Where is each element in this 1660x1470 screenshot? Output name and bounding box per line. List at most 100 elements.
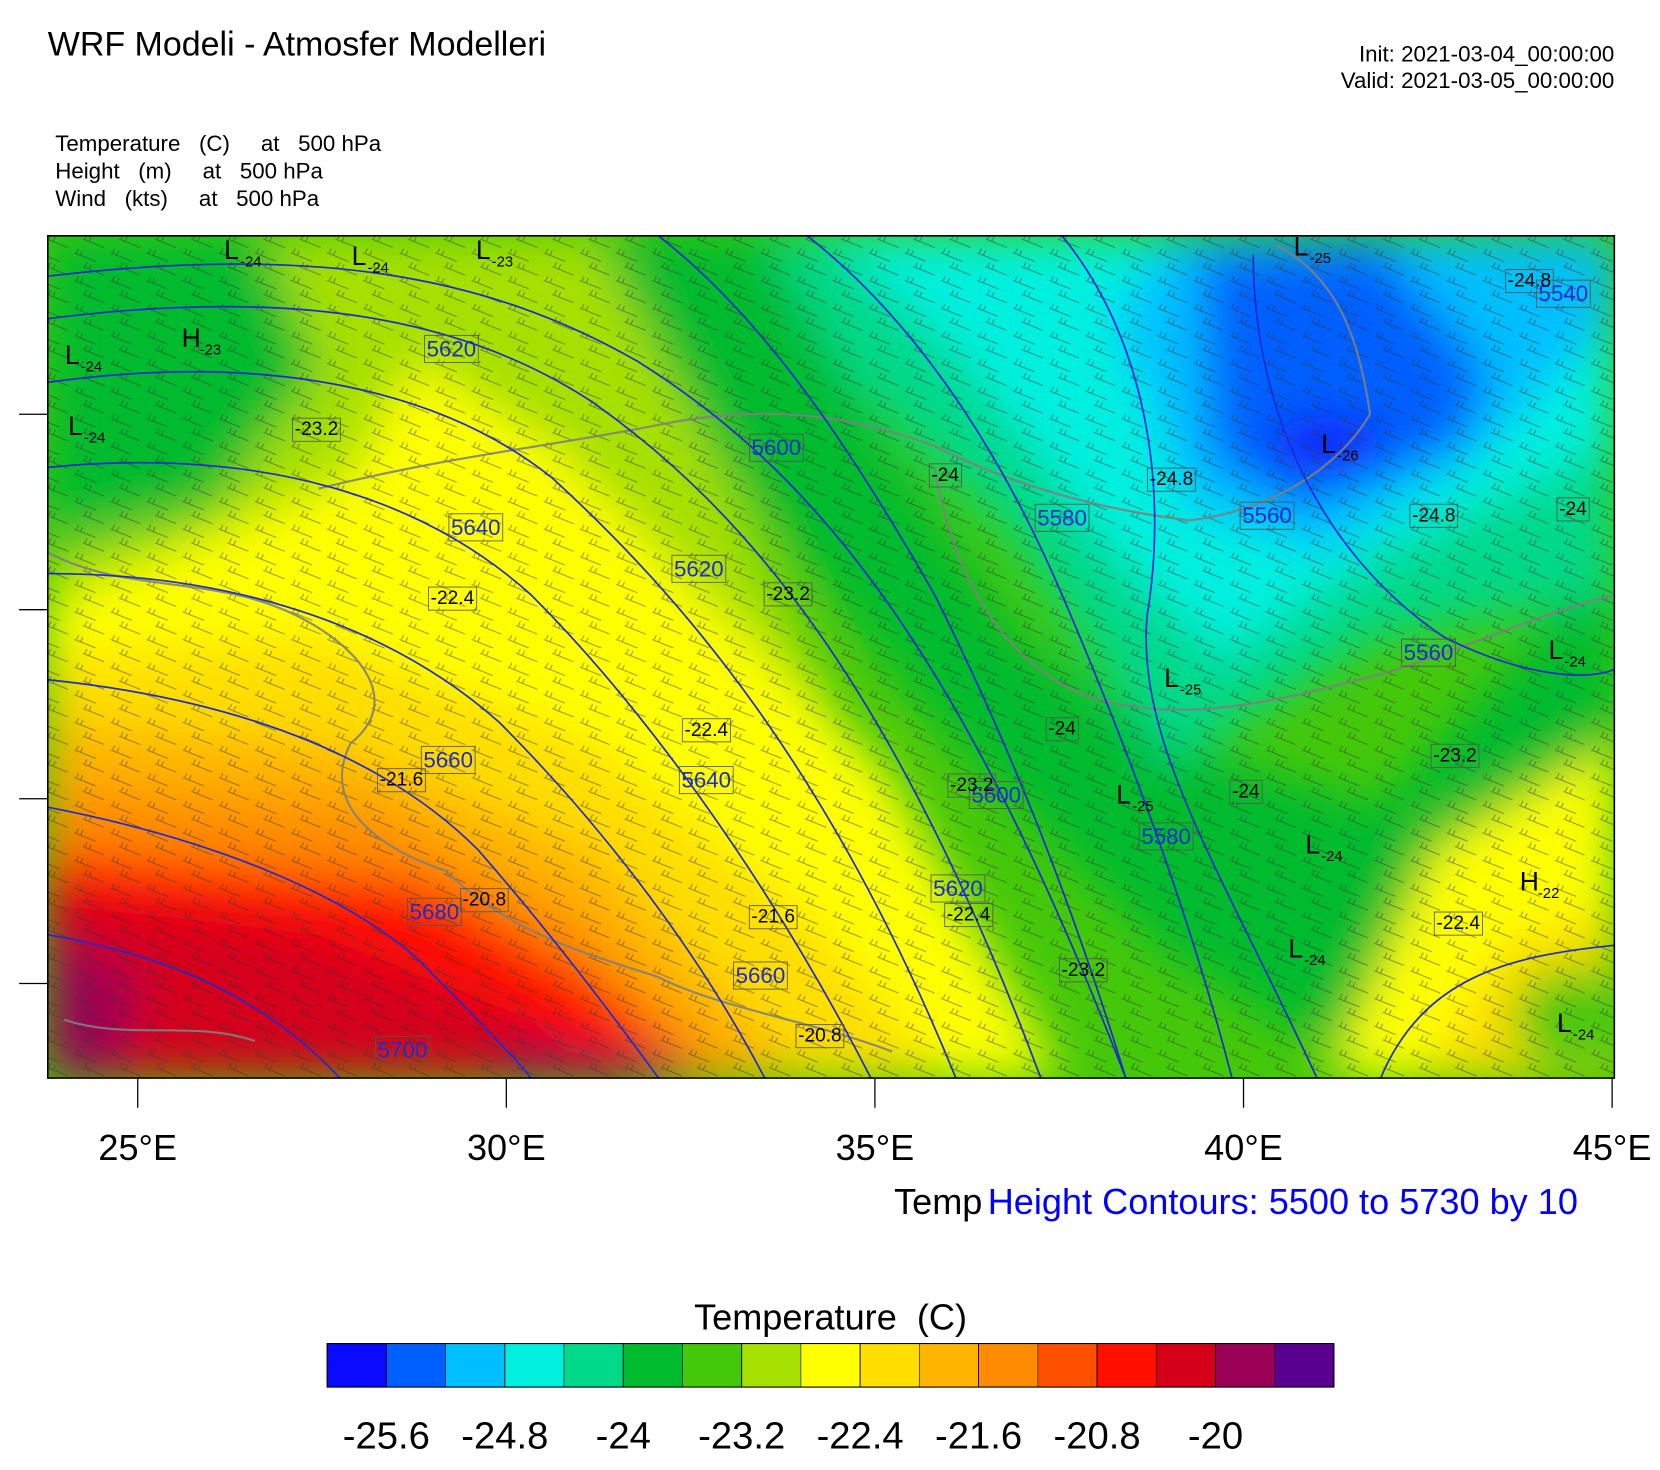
- height-label-box: [424, 334, 479, 363]
- height-label-box: [968, 781, 1024, 809]
- height-label: 5560: [1404, 640, 1454, 665]
- center-value: -25: [1310, 251, 1331, 267]
- temp-label: -23.2: [950, 775, 994, 796]
- footer-temp: Temp: [894, 1181, 982, 1222]
- center-symbol: L: [68, 411, 83, 441]
- colorbar-tick-label: -25.6: [343, 1415, 430, 1458]
- overlay: 25°E 30°E 35°E 40°E 45°E 5620 5600 5640 5620 5580…: [65, 232, 1652, 1458]
- temp-label-box: [1045, 717, 1079, 742]
- temp-label-box: [1147, 467, 1196, 492]
- center-symbol: L: [224, 235, 239, 265]
- temp-label: -24.8: [1150, 469, 1194, 490]
- temp-label: -23.2: [766, 584, 810, 605]
- center-symbol: L: [65, 340, 80, 370]
- height-label-box: [733, 961, 788, 990]
- center-value: -24: [84, 431, 105, 447]
- color-box: [326, 1343, 387, 1388]
- center-symbol: L: [1321, 429, 1336, 459]
- center-symbol: L: [1164, 663, 1179, 693]
- temp-label: -22.4: [947, 905, 991, 926]
- temp-label: -24: [931, 465, 959, 486]
- colorbar-tick-label: -24.8: [461, 1415, 548, 1458]
- temp-label: -20.8: [798, 1026, 842, 1047]
- temp-label: -22.4: [684, 720, 728, 741]
- x-tick-label: 35°E: [836, 1127, 915, 1168]
- height-label: 5540: [1539, 281, 1589, 306]
- center-value: -24: [1304, 953, 1325, 969]
- temp-label-box: [428, 586, 478, 611]
- color-box: [978, 1343, 1039, 1388]
- center-symbol: L: [1549, 635, 1564, 665]
- height-label: 5580: [1141, 824, 1191, 849]
- temp-label: -24.8: [1412, 505, 1456, 526]
- height-label-box: [1034, 503, 1090, 532]
- temp-label: -21.6: [751, 907, 795, 928]
- temp-label-box: [795, 1024, 845, 1049]
- center-value: -24: [240, 254, 261, 270]
- height-label: 5620: [674, 556, 724, 581]
- color-box: [1037, 1343, 1098, 1388]
- center-value: -24: [1573, 1027, 1594, 1043]
- temp-label-box: [292, 417, 341, 442]
- init-time: Init: 2021-03-04_00:00:00: [1359, 42, 1614, 67]
- temp-label: -24: [1232, 781, 1260, 802]
- temp-label: -24: [1048, 719, 1076, 740]
- title: WRF Modeli - Atmosfer Modelleri: [48, 25, 546, 63]
- height-label-box: [1535, 279, 1591, 308]
- center-value: -24: [81, 359, 102, 375]
- temp-label: -23.2: [1433, 745, 1477, 766]
- height-label: 5640: [681, 768, 731, 793]
- center-symbol: L: [1116, 780, 1131, 810]
- colorbar-tick-label: -23.2: [698, 1415, 785, 1458]
- temp-label: -24: [1559, 499, 1587, 520]
- center-symbol: H: [1520, 867, 1539, 897]
- temp-label-box: [1505, 269, 1554, 294]
- temp-label: -20.8: [463, 890, 507, 911]
- height-label-box: [749, 433, 804, 462]
- height-label-box: [375, 1035, 430, 1064]
- color-box: [1155, 1343, 1216, 1388]
- temp-label-box: [763, 582, 813, 607]
- x-tick-label: 45°E: [1573, 1127, 1652, 1168]
- temp-label: -22.4: [1436, 913, 1480, 934]
- center-value: -24: [1321, 849, 1342, 865]
- height-label: 5660: [423, 747, 473, 772]
- temp-label-box: [1433, 911, 1483, 936]
- height-label-box: [671, 554, 727, 583]
- temp-label-box: [944, 903, 994, 928]
- center-symbol: L: [476, 235, 491, 265]
- colorbar-frame: [326, 1343, 1335, 1388]
- map-frame: [46, 235, 1616, 1079]
- height-label: 5580: [1037, 505, 1087, 530]
- height-label: 5660: [736, 963, 786, 988]
- x-tick-label: 25°E: [98, 1127, 177, 1168]
- temp-label: -21.6: [380, 770, 424, 791]
- colorbar-title: Temperature (C): [694, 1297, 967, 1338]
- height-label-box: [930, 874, 986, 903]
- center-value: -23: [200, 342, 221, 358]
- center-value: -24: [367, 261, 388, 277]
- temp-label-box: [1058, 958, 1108, 983]
- temp-label-box: [1229, 779, 1263, 804]
- color-box: [682, 1343, 743, 1388]
- map-field: [47, 235, 1615, 1079]
- temp-label: -23.2: [295, 419, 339, 440]
- color-box: [622, 1343, 683, 1388]
- colorbar-tick-label: -22.4: [817, 1415, 904, 1458]
- height-label: 5600: [752, 435, 802, 460]
- height-label: 5560: [1242, 503, 1292, 528]
- height-label: 5620: [933, 876, 983, 901]
- valid-time: Valid: 2021-03-05_00:00:00: [1341, 68, 1615, 93]
- temp-label: -24.8: [1508, 271, 1552, 292]
- height-label-box: [448, 513, 504, 542]
- temp-label: -22.4: [431, 588, 475, 609]
- temp-label-box: [947, 773, 997, 798]
- color-box: [445, 1343, 506, 1388]
- height-label-box: [1138, 822, 1194, 851]
- center-symbol: H: [182, 323, 201, 353]
- center-value: -25: [1180, 682, 1201, 698]
- center-symbol: L: [1294, 232, 1309, 262]
- field-label: Temperature (C) at 500 hPa: [55, 131, 382, 156]
